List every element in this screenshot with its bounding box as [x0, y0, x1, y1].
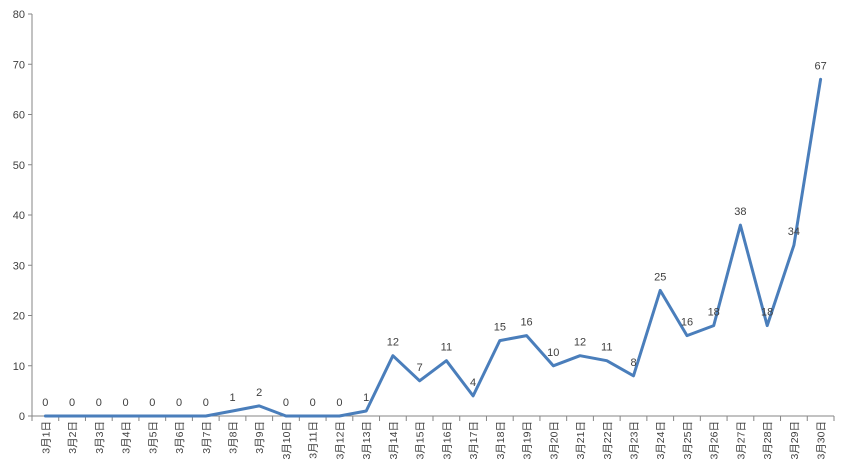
axes [28, 13, 835, 421]
x-tick-label: 3月25日 [682, 421, 694, 460]
x-tick-label: 3月4日 [121, 421, 133, 454]
data-label: 10 [547, 347, 559, 359]
x-tick-label: 3月14日 [388, 421, 400, 460]
y-tick-label: 30 [13, 260, 25, 272]
x-tick-label: 3月7日 [201, 421, 213, 454]
data-label: 1 [229, 392, 235, 404]
data-label: 67 [815, 60, 827, 72]
x-tick-label: 3月21日 [575, 421, 587, 460]
data-label: 18 [761, 307, 773, 319]
data-label: 11 [441, 342, 452, 354]
x-tick-label: 3月12日 [334, 421, 346, 460]
x-tick-label: 3月22日 [602, 421, 614, 460]
data-label: 11 [601, 342, 612, 354]
x-tick-label: 3月1日 [40, 421, 52, 454]
data-label: 0 [203, 397, 209, 409]
x-tick-label: 3月13日 [361, 421, 373, 460]
x-tick-label: 3月17日 [468, 421, 480, 460]
data-label: 0 [96, 397, 102, 409]
y-tick-label: 40 [13, 210, 25, 222]
y-tick-label: 60 [13, 110, 25, 122]
data-label: 15 [494, 322, 506, 334]
x-tick-label: 3月8日 [228, 421, 240, 454]
data-label: 0 [123, 397, 129, 409]
x-tick-label: 3月29日 [789, 421, 801, 460]
data-label: 8 [630, 357, 636, 369]
x-tick-label: 3月18日 [495, 421, 507, 460]
y-tick-label: 20 [13, 311, 25, 323]
y-tick-label: 10 [13, 361, 25, 373]
x-tick-label: 3月26日 [709, 421, 721, 460]
x-tick-label: 3月3日 [94, 421, 106, 454]
data-label: 0 [283, 397, 289, 409]
data-label: 0 [336, 397, 342, 409]
y-tick-label: 70 [13, 59, 25, 71]
data-label: 12 [574, 337, 586, 349]
data-label: 18 [708, 307, 720, 319]
y-tick-label: 50 [13, 160, 25, 172]
x-tick-label: 3月24日 [655, 421, 667, 460]
x-tick-label: 3月28日 [762, 421, 774, 460]
data-label: 2 [256, 387, 262, 399]
x-tick-label: 3月16日 [441, 421, 453, 460]
data-label: 25 [654, 271, 666, 283]
data-label: 34 [788, 226, 800, 238]
data-label: 16 [681, 317, 693, 329]
data-label: 0 [69, 397, 75, 409]
y-tick-labels: 0 10 20 30 40 50 60 70 80 [13, 9, 25, 423]
series [43, 77, 823, 418]
x-tick-label: 3月19日 [522, 421, 534, 460]
x-tick-label: 3月9日 [254, 421, 266, 454]
series-line [43, 77, 823, 418]
x-tick-label: 3月23日 [629, 421, 641, 460]
x-tick-label: 3月6日 [174, 421, 186, 454]
x-tick-label: 3月2日 [67, 421, 79, 454]
data-label: 0 [176, 397, 182, 409]
x-tick-label: 3月15日 [415, 421, 427, 460]
x-tick-label: 3月20日 [548, 421, 560, 460]
x-tick-label: 3月10日 [281, 421, 293, 460]
x-tick-label: 3月11日 [308, 421, 320, 459]
x-tick-labels: 3月1日 3月2日 3月3日 3月4日 3月5日 3月6日 3月7日 3月8日 3月9日 3月10… [40, 421, 827, 460]
y-tick-label: 80 [13, 9, 25, 21]
data-label: 12 [387, 337, 399, 349]
data-label: 0 [149, 397, 155, 409]
data-label: 0 [42, 397, 48, 409]
x-tick-label: 3月27日 [735, 421, 747, 460]
data-label: 7 [417, 362, 423, 374]
x-tick-label: 3月5日 [147, 421, 159, 454]
data-label: 0 [310, 397, 316, 409]
y-tick-label: 0 [19, 411, 25, 423]
data-label: 4 [470, 377, 476, 389]
data-label: 38 [734, 206, 746, 218]
data-label: 1 [363, 392, 369, 404]
x-tick-label: 3月30日 [816, 421, 828, 460]
data-label: 16 [520, 317, 532, 329]
